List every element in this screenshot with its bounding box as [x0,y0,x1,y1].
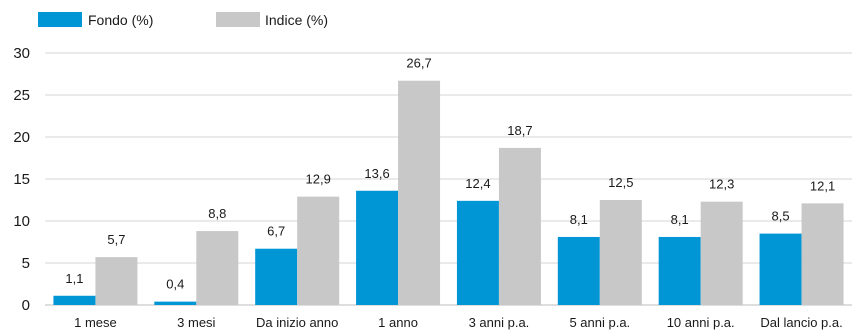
data-label-indice-4: 18,7 [507,123,532,138]
data-label-fondo-7: 8,5 [772,209,790,224]
bar-fondo-6 [658,236,701,305]
data-label-indice-7: 12,1 [810,178,835,193]
bar-indice-5 [599,200,642,305]
legend-label-0: Fondo (%) [88,12,153,28]
x-category-label: Dal lancio p.a. [760,315,842,330]
data-label-indice-5: 12,5 [608,175,633,190]
bar-indice-0 [95,257,138,305]
bar-indice-4 [498,147,541,305]
x-category-label: 3 anni p.a. [469,315,530,330]
chart-legend: Fondo (%) Indice (%) [38,12,328,28]
bar-indice-2 [297,196,340,305]
data-label-fondo-5: 8,1 [570,212,588,227]
data-label-indice-6: 12,3 [709,177,734,192]
y-tick-label: 5 [22,255,30,272]
data-label-indice-1: 8,8 [208,206,226,221]
data-label-indice-2: 12,9 [306,172,331,187]
bar-fondo-0 [53,295,96,305]
y-tick-label: 30 [13,45,30,62]
y-tick-label: 15 [13,171,30,188]
y-tick-label: 10 [13,213,30,230]
data-label-fondo-2: 6,7 [267,224,285,239]
bar-fondo-2 [255,248,298,305]
data-label-fondo-6: 8,1 [671,212,689,227]
bars [53,80,844,305]
x-category-label: 5 anni p.a. [569,315,630,330]
legend-label-1: Indice (%) [265,12,328,28]
data-label-fondo-0: 1,1 [65,271,83,286]
data-label-fondo-4: 12,4 [465,176,490,191]
y-tick-label: 20 [13,129,30,146]
x-category-label: 3 mesi [177,315,215,330]
bar-indice-7 [801,203,844,305]
x-category-label: 1 anno [378,315,418,330]
y-tick-label: 0 [22,297,30,314]
x-axis-labels: 1 mese 3 mesi Da inizio anno 1 anno 3 anni p… [74,315,843,330]
data-label-indice-3: 26,7 [406,56,431,71]
y-axis-ticks: 0 5 10 15 20 25 30 [13,45,30,314]
bar-fondo-1 [154,301,197,305]
bar-indice-6 [700,201,743,305]
data-label-fondo-3: 13,6 [364,166,389,181]
legend-swatch-0 [38,12,82,27]
bar-indice-3 [398,80,441,305]
data-label-indice-0: 5,7 [107,232,125,247]
bar-indice-1 [196,231,239,305]
bar-fondo-7 [759,233,802,305]
data-label-fondo-1: 0,4 [166,277,184,292]
bar-fondo-4 [456,200,499,305]
x-category-label: 10 anni p.a. [667,315,735,330]
x-category-label: Da inizio anno [256,315,338,330]
x-category-label: 1 mese [74,315,117,330]
data-labels: 1,1 5,7 0,4 8,8 6,7 12,9 13,6 26,7 12,4 18,7 8,1 12… [65,56,835,292]
legend-swatch-1 [216,12,260,27]
bar-fondo-3 [356,190,399,305]
y-tick-label: 25 [13,87,30,104]
bar-fondo-5 [557,236,600,305]
